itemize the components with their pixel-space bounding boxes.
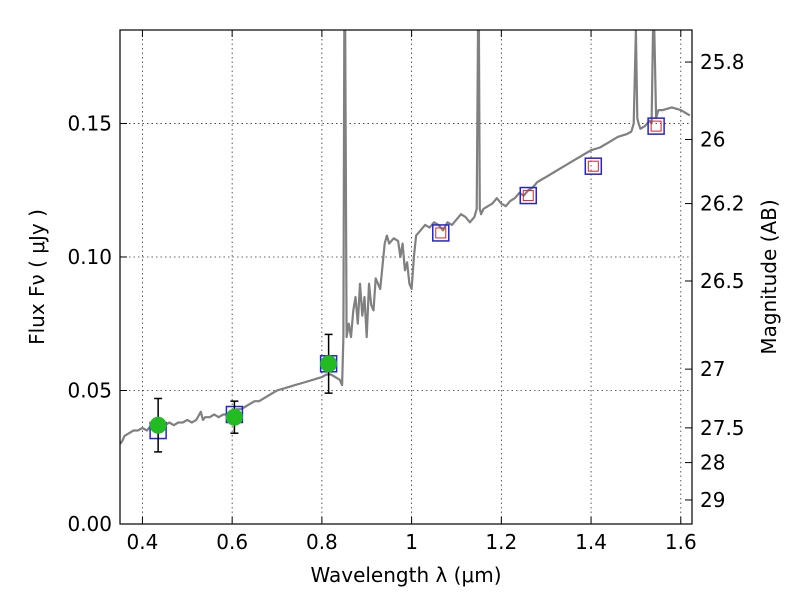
x-axis-title: Wavelength λ (μm) <box>310 563 501 587</box>
detection-point <box>149 416 167 434</box>
model-point <box>587 160 599 172</box>
x-tick-label: 1.4 <box>575 530 607 554</box>
plot-area <box>120 30 691 453</box>
model-point <box>522 190 534 202</box>
y-tick-label: 0.05 <box>67 378 112 402</box>
y2-tick-label: 29 <box>700 488 725 512</box>
y2-tick-label: 26 <box>700 127 725 151</box>
y-tick-label: 0.10 <box>67 245 112 269</box>
model-box <box>647 117 665 135</box>
x-tick-label: 1.2 <box>485 530 517 554</box>
x-tick-label: 0.6 <box>216 530 248 554</box>
detection-point <box>320 355 338 373</box>
y-axis-title: Flux Fν ( μJy ) <box>25 209 49 345</box>
x-tick-label: 1.6 <box>665 530 697 554</box>
y2-tick-label: 27 <box>700 357 725 381</box>
y-tick-label: 0.15 <box>67 111 112 135</box>
model-point <box>650 120 662 132</box>
y-tick-label: 0.00 <box>67 512 112 536</box>
plot-frame <box>119 29 693 525</box>
model-box <box>519 186 538 205</box>
x-tick-label: 0.4 <box>127 530 159 554</box>
x-tick-label: 1 <box>405 530 418 554</box>
photometry-points <box>149 117 665 453</box>
y2-tick-label: 25.8 <box>700 50 745 74</box>
model-spectrum-line <box>120 30 691 445</box>
x-tick-label: 0.8 <box>306 530 338 554</box>
model-point <box>435 227 447 239</box>
axis-ticks: 0.4 0.6 0.8 1 1.2 1.4 1.6 0.00 0.05 0.10 0.15 25.8 2… <box>67 30 745 554</box>
detection-point <box>225 408 243 426</box>
model-box <box>432 224 450 242</box>
grid-lines <box>120 30 692 525</box>
y2-tick-label: 27.5 <box>700 416 745 440</box>
y2-axis-title: Magnitude (AB) <box>757 199 781 354</box>
y2-tick-label: 28 <box>700 451 725 475</box>
y2-tick-label: 26.5 <box>700 269 745 293</box>
y2-tick-label: 26.2 <box>700 192 745 216</box>
model-box <box>584 157 603 175</box>
